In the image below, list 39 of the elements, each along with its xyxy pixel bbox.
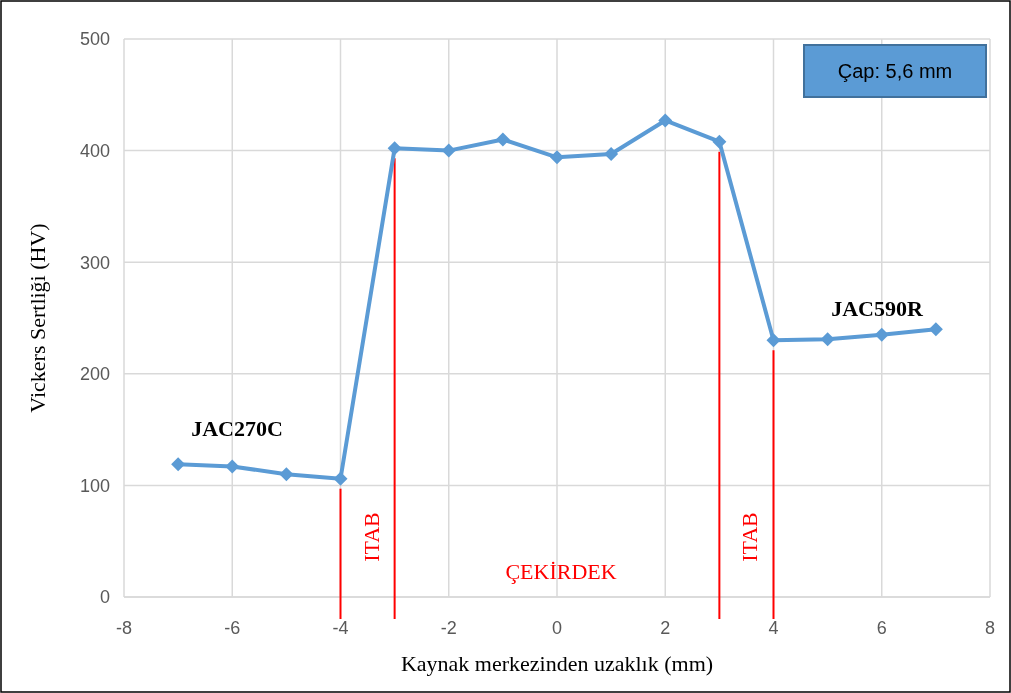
x-tick-label: -4 [332,618,349,638]
point [550,150,564,165]
x-axis-title: Kaynak merkezinden uzaklık (mm) [400,651,714,676]
point [441,143,456,158]
point [171,457,186,472]
ref-line-label: ITAB [737,512,763,562]
x-tick-label: -8 [115,618,133,638]
y-tick-label: 0 [99,587,110,608]
annotation: Çap: 5,6 mm [837,60,953,82]
annotation: ÇEKİRDEK [505,558,617,584]
point [604,146,619,161]
annotation: JAC590R [831,295,924,321]
point [495,132,510,147]
point [658,113,673,128]
point [712,134,727,149]
x-tick-label: 0 [551,618,563,638]
y-axis-title: Vickers Sertliği (HV) [25,223,50,413]
x-tick-label: 4 [768,618,779,638]
annotation: JAC270C [191,415,283,441]
point [928,322,943,337]
y-tick-label: 100 [79,475,110,496]
x-tick-label: -6 [224,618,241,638]
point [225,459,240,474]
point [279,467,294,482]
x-tick-label: 8 [984,618,996,638]
y-tick-label: 300 [79,252,110,273]
point [387,141,402,156]
y-tick-label: 400 [79,140,110,161]
y-tick-label: 200 [79,364,110,385]
x-tick-label: 6 [876,618,887,638]
label-box: Çap: 5,6 mm [803,44,987,98]
point [766,333,781,348]
y-tick-label: 500 [79,29,110,50]
ref-line-label: ITAB [358,512,384,562]
x-tick-label: -2 [440,618,457,638]
point [820,332,835,347]
x-tick-label: 2 [660,618,671,638]
point [333,471,348,486]
point [874,327,889,342]
